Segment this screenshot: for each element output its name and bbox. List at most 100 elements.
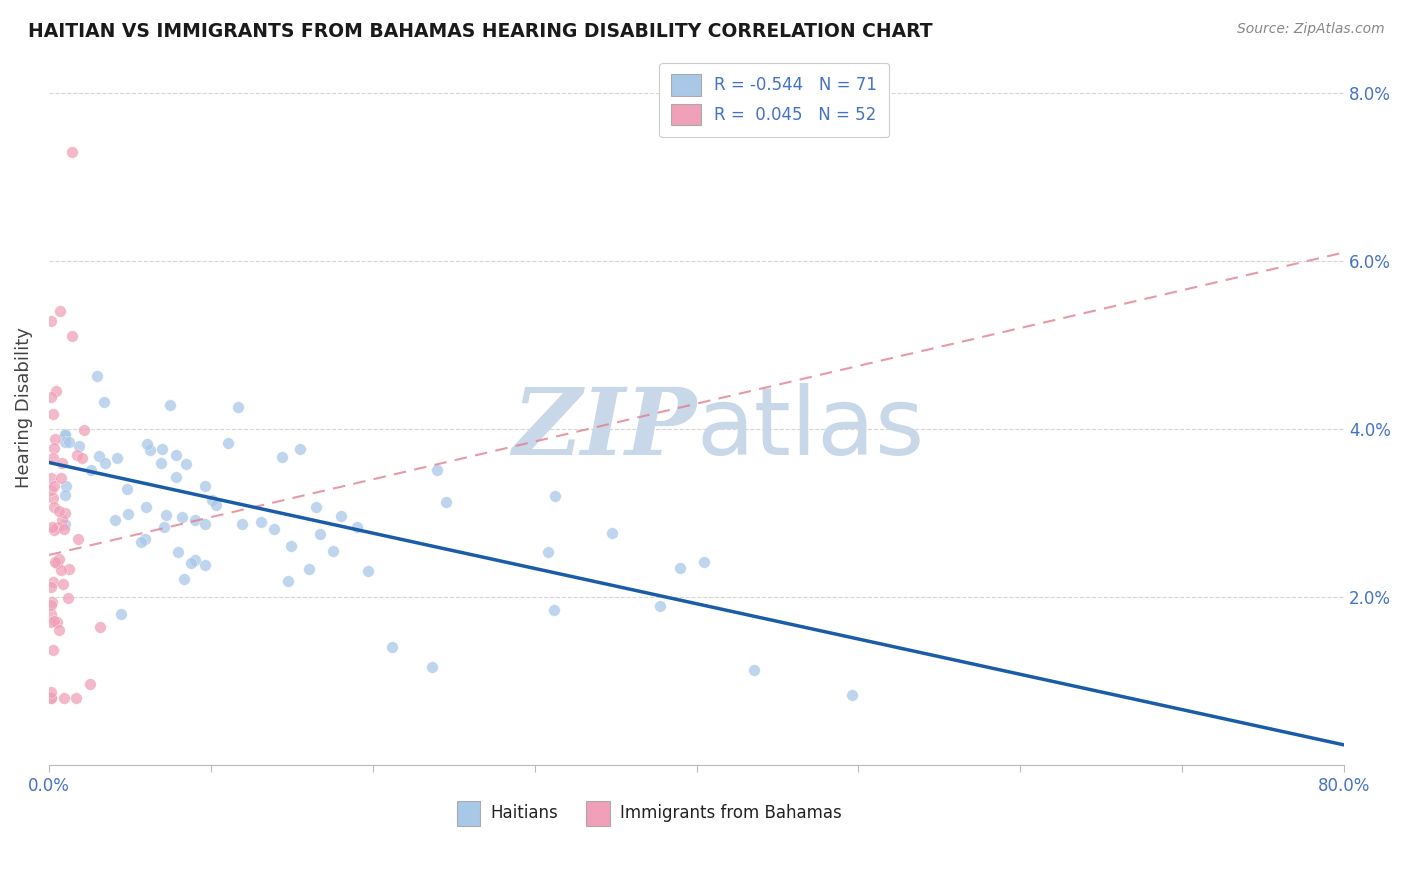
- Point: [55, 479, 77, 493]
- Point: [39, 471, 62, 485]
- Point: [41, 451, 63, 466]
- Point: [669, 561, 692, 575]
- Point: [330, 509, 353, 524]
- Point: [305, 500, 328, 514]
- Point: [44, 614, 66, 628]
- Point: [298, 562, 321, 576]
- Point: [39, 690, 62, 705]
- Point: [39, 607, 62, 621]
- Point: [49, 471, 72, 485]
- Point: [536, 545, 558, 559]
- Point: [150, 442, 173, 456]
- Point: [381, 640, 404, 654]
- Point: [117, 507, 139, 521]
- Point: [53, 522, 76, 536]
- Point: [600, 525, 623, 540]
- Point: [66, 448, 89, 462]
- Point: [89, 620, 111, 634]
- Point: [39, 390, 62, 404]
- Point: [263, 522, 285, 536]
- FancyBboxPatch shape: [457, 801, 481, 826]
- Point: [543, 603, 565, 617]
- Point: [67, 439, 90, 453]
- Point: [231, 516, 253, 531]
- Point: [49, 563, 72, 577]
- Point: [39, 598, 62, 612]
- Point: [52, 577, 75, 591]
- Point: [39, 684, 62, 698]
- Point: [155, 508, 177, 522]
- Point: [270, 450, 292, 464]
- Text: Source: ZipAtlas.com: Source: ZipAtlas.com: [1237, 22, 1385, 37]
- Point: [60, 145, 83, 159]
- Point: [48, 552, 70, 566]
- Point: [53, 428, 76, 442]
- Point: [51, 456, 73, 470]
- Point: [45, 384, 67, 399]
- Point: [159, 398, 181, 412]
- Point: [39, 690, 62, 705]
- Point: [150, 456, 173, 470]
- Point: [249, 515, 271, 529]
- Point: [41, 643, 63, 657]
- Point: [53, 434, 76, 449]
- Point: [277, 574, 299, 589]
- Point: [174, 457, 197, 471]
- Point: [41, 520, 63, 534]
- Point: [180, 557, 202, 571]
- Point: [89, 449, 111, 463]
- Point: [53, 517, 76, 532]
- Point: [280, 539, 302, 553]
- Point: [115, 482, 138, 496]
- Point: [139, 443, 162, 458]
- Point: [39, 483, 62, 497]
- Point: [39, 581, 62, 595]
- Point: [53, 427, 76, 442]
- Point: [434, 495, 457, 509]
- Point: [194, 478, 217, 492]
- Point: [217, 436, 239, 450]
- Point: [44, 432, 66, 446]
- Point: [194, 558, 217, 573]
- Point: [46, 520, 69, 534]
- Point: [42, 575, 65, 590]
- Point: [41, 314, 63, 328]
- Point: [136, 436, 159, 450]
- Point: [73, 423, 96, 437]
- Point: [48, 304, 70, 318]
- Point: [60, 329, 83, 343]
- FancyBboxPatch shape: [586, 801, 610, 826]
- Point: [80, 463, 103, 477]
- Point: [105, 451, 128, 466]
- Point: [86, 369, 108, 384]
- Point: [322, 543, 344, 558]
- Point: [42, 500, 65, 514]
- Point: [48, 624, 70, 638]
- Point: [184, 553, 207, 567]
- Point: [70, 450, 93, 465]
- Point: [41, 491, 63, 506]
- Point: [79, 677, 101, 691]
- Point: [744, 663, 766, 677]
- Text: Immigrants from Bahamas: Immigrants from Bahamas: [620, 804, 842, 822]
- Point: [165, 470, 187, 484]
- Point: [346, 519, 368, 533]
- Point: [184, 513, 207, 527]
- Point: [66, 533, 89, 547]
- Point: [194, 517, 217, 532]
- Point: [110, 607, 132, 621]
- Point: [135, 500, 157, 515]
- Point: [65, 690, 87, 705]
- Point: [42, 407, 65, 421]
- Point: [53, 506, 76, 520]
- Point: [153, 520, 176, 534]
- Point: [46, 615, 69, 630]
- Point: [44, 441, 66, 455]
- Point: [226, 401, 249, 415]
- Point: [426, 463, 449, 477]
- Point: [544, 489, 567, 503]
- Text: HAITIAN VS IMMIGRANTS FROM BAHAMAS HEARING DISABILITY CORRELATION CHART: HAITIAN VS IMMIGRANTS FROM BAHAMAS HEARI…: [28, 22, 932, 41]
- Point: [44, 479, 66, 493]
- Point: [288, 442, 311, 456]
- Point: [94, 456, 117, 470]
